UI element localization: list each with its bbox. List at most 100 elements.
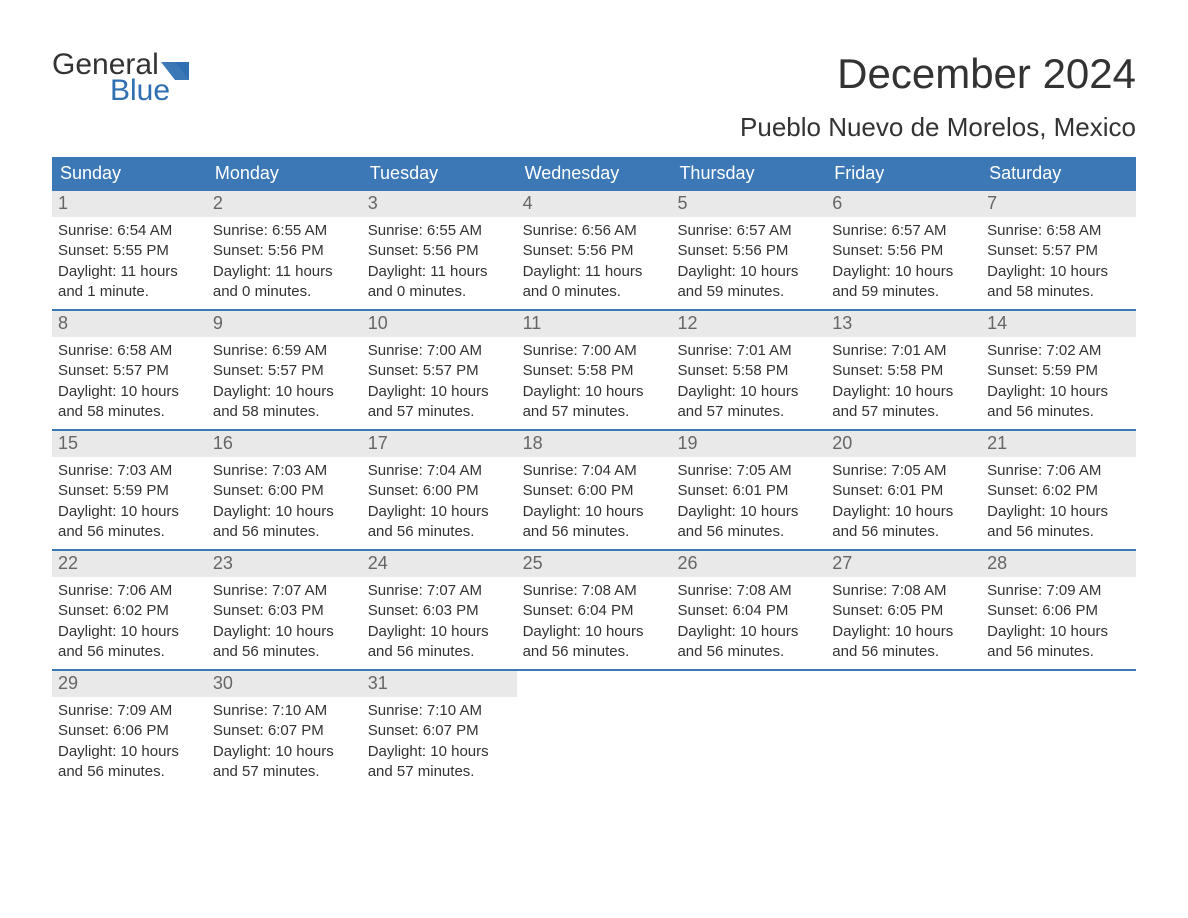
sunrise-text: Sunrise: 7:08 AM: [832, 581, 975, 601]
daylight-text: Daylight: 10 hours and 56 minutes.: [58, 742, 201, 783]
daylight-text: Daylight: 10 hours and 58 minutes.: [58, 382, 201, 423]
day-number: 11: [517, 311, 672, 337]
sunset-text: Sunset: 6:00 PM: [523, 481, 666, 501]
sunrise-text: Sunrise: 6:57 AM: [832, 221, 975, 241]
calendar-day: 21 Sunrise: 7:06 AMSunset: 6:02 PMDayligh…: [981, 431, 1136, 549]
day-number: 25: [517, 551, 672, 577]
day-number: 5: [671, 191, 826, 217]
brand-logo: General Blue: [52, 50, 189, 106]
sunrise-text: Sunrise: 7:05 AM: [677, 461, 820, 481]
daylight-text: Daylight: 10 hours and 56 minutes.: [58, 622, 201, 663]
day-details: Sunrise: 7:02 AMSunset: 5:59 PMDaylight:…: [981, 337, 1136, 428]
day-number: 30: [207, 671, 362, 697]
sunset-text: Sunset: 5:56 PM: [368, 241, 511, 261]
sunset-text: Sunset: 6:02 PM: [987, 481, 1130, 501]
sunset-text: Sunset: 6:06 PM: [58, 721, 201, 741]
calendar: SundayMondayTuesdayWednesdayThursdayFrid…: [52, 157, 1136, 789]
day-number: 15: [52, 431, 207, 457]
calendar-day: 27Sunrise: 7:08 AMSunset: 6:05 PMDayligh…: [826, 551, 981, 669]
header: General Blue December 2024 Pueblo Nuevo …: [52, 50, 1136, 143]
sunset-text: Sunset: 6:04 PM: [677, 601, 820, 621]
day-number: 24: [362, 551, 517, 577]
day-details: Sunrise: 7:09 AMSunset: 6:06 PMDaylight:…: [981, 577, 1136, 668]
sunrise-text: Sunrise: 6:58 AM: [58, 341, 201, 361]
sunrise-text: Sunrise: 7:05 AM: [832, 461, 975, 481]
sunset-text: Sunset: 5:58 PM: [832, 361, 975, 381]
sunrise-text: Sunrise: 7:07 AM: [368, 581, 511, 601]
sunrise-text: Sunrise: 7:09 AM: [987, 581, 1130, 601]
calendar-day: 4Sunrise: 6:56 AMSunset: 5:56 PMDaylight…: [517, 191, 672, 309]
sunset-text: Sunset: 5:57 PM: [987, 241, 1130, 261]
page-title: December 2024: [740, 50, 1136, 98]
calendar-day: 23Sunrise: 7:07 AMSunset: 6:03 PMDayligh…: [207, 551, 362, 669]
daylight-text: Daylight: 10 hours and 56 minutes.: [213, 502, 356, 543]
sunrise-text: Sunrise: 7:07 AM: [213, 581, 356, 601]
day-details: Sunrise: 7:04 AMSunset: 6:00 PMDaylight:…: [517, 457, 672, 548]
daylight-text: Daylight: 10 hours and 56 minutes.: [987, 622, 1130, 663]
dow-cell: Friday: [826, 157, 981, 191]
calendar-day: 14Sunrise: 7:02 AMSunset: 5:59 PMDayligh…: [981, 311, 1136, 429]
sunset-text: Sunset: 6:03 PM: [368, 601, 511, 621]
calendar-day: 1Sunrise: 6:54 AMSunset: 5:55 PMDaylight…: [52, 191, 207, 309]
calendar-day: 17Sunrise: 7:04 AMSunset: 6:00 PMDayligh…: [362, 431, 517, 549]
day-number: 1: [52, 191, 207, 217]
day-number: 26: [671, 551, 826, 577]
day-details: Sunrise: 7:01 AMSunset: 5:58 PMDaylight:…: [826, 337, 981, 428]
calendar-day: 25Sunrise: 7:08 AMSunset: 6:04 PMDayligh…: [517, 551, 672, 669]
calendar-day: 10Sunrise: 7:00 AMSunset: 5:57 PMDayligh…: [362, 311, 517, 429]
daylight-text: Daylight: 10 hours and 59 minutes.: [832, 262, 975, 303]
calendar-day: 3Sunrise: 6:55 AMSunset: 5:56 PMDaylight…: [362, 191, 517, 309]
sunrise-text: Sunrise: 7:01 AM: [832, 341, 975, 361]
day-number: 8: [52, 311, 207, 337]
day-details: Sunrise: 7:07 AMSunset: 6:03 PMDaylight:…: [362, 577, 517, 668]
day-number: 14: [981, 311, 1136, 337]
sunset-text: Sunset: 5:58 PM: [677, 361, 820, 381]
day-details: Sunrise: 7:08 AMSunset: 6:05 PMDaylight:…: [826, 577, 981, 668]
daylight-text: Daylight: 10 hours and 56 minutes.: [987, 502, 1130, 543]
calendar-day: 8Sunrise: 6:58 AMSunset: 5:57 PMDaylight…: [52, 311, 207, 429]
day-details: Sunrise: 7:05 AMSunset: 6:01 PMDaylight:…: [826, 457, 981, 548]
calendar-week: 22Sunrise: 7:06 AMSunset: 6:02 PMDayligh…: [52, 549, 1136, 669]
day-details: Sunrise: 7:10 AMSunset: 6:07 PMDaylight:…: [362, 697, 517, 788]
sunrise-text: Sunrise: 6:56 AM: [523, 221, 666, 241]
sunrise-text: Sunrise: 6:58 AM: [987, 221, 1130, 241]
calendar-day: 19Sunrise: 7:05 AMSunset: 6:01 PMDayligh…: [671, 431, 826, 549]
day-details: Sunrise: 7:04 AMSunset: 6:00 PMDaylight:…: [362, 457, 517, 548]
sunrise-text: Sunrise: 7:08 AM: [677, 581, 820, 601]
day-details: Sunrise: 6:55 AMSunset: 5:56 PMDaylight:…: [207, 217, 362, 308]
sunset-text: Sunset: 6:01 PM: [832, 481, 975, 501]
calendar-week: 8Sunrise: 6:58 AMSunset: 5:57 PMDaylight…: [52, 309, 1136, 429]
dow-cell: Thursday: [671, 157, 826, 191]
sunset-text: Sunset: 6:07 PM: [213, 721, 356, 741]
sunrise-text: Sunrise: 7:00 AM: [368, 341, 511, 361]
sunset-text: Sunset: 5:57 PM: [368, 361, 511, 381]
daylight-text: Daylight: 10 hours and 57 minutes.: [523, 382, 666, 423]
day-details: Sunrise: 6:58 AMSunset: 5:57 PMDaylight:…: [52, 337, 207, 428]
day-details: Sunrise: 7:08 AMSunset: 6:04 PMDaylight:…: [517, 577, 672, 668]
sunset-text: Sunset: 5:57 PM: [213, 361, 356, 381]
day-number: 29: [52, 671, 207, 697]
day-details: Sunrise: 7:01 AMSunset: 5:58 PMDaylight:…: [671, 337, 826, 428]
daylight-text: Daylight: 10 hours and 56 minutes.: [987, 382, 1130, 423]
daylight-text: Daylight: 11 hours and 1 minute.: [58, 262, 201, 303]
day-number: 21: [981, 431, 1136, 457]
calendar-week: 15Sunrise: 7:03 AMSunset: 5:59 PMDayligh…: [52, 429, 1136, 549]
sunrise-text: Sunrise: 7:06 AM: [987, 461, 1130, 481]
calendar-day: 24Sunrise: 7:07 AMSunset: 6:03 PMDayligh…: [362, 551, 517, 669]
daylight-text: Daylight: 10 hours and 58 minutes.: [987, 262, 1130, 303]
daylight-text: Daylight: 11 hours and 0 minutes.: [523, 262, 666, 303]
sunset-text: Sunset: 6:05 PM: [832, 601, 975, 621]
sunrise-text: Sunrise: 6:55 AM: [213, 221, 356, 241]
daylight-text: Daylight: 10 hours and 57 minutes.: [832, 382, 975, 423]
sunrise-text: Sunrise: 7:04 AM: [368, 461, 511, 481]
sunset-text: Sunset: 5:59 PM: [987, 361, 1130, 381]
day-number: 4: [517, 191, 672, 217]
day-details: Sunrise: 7:07 AMSunset: 6:03 PMDaylight:…: [207, 577, 362, 668]
sunset-text: Sunset: 6:03 PM: [213, 601, 356, 621]
day-details: Sunrise: 7:03 AMSunset: 6:00 PMDaylight:…: [207, 457, 362, 548]
day-number: 22: [52, 551, 207, 577]
day-number: 2: [207, 191, 362, 217]
sunset-text: Sunset: 6:00 PM: [368, 481, 511, 501]
sunset-text: Sunset: 5:57 PM: [58, 361, 201, 381]
day-details: Sunrise: 7:05 AMSunset: 6:01 PMDaylight:…: [671, 457, 826, 548]
